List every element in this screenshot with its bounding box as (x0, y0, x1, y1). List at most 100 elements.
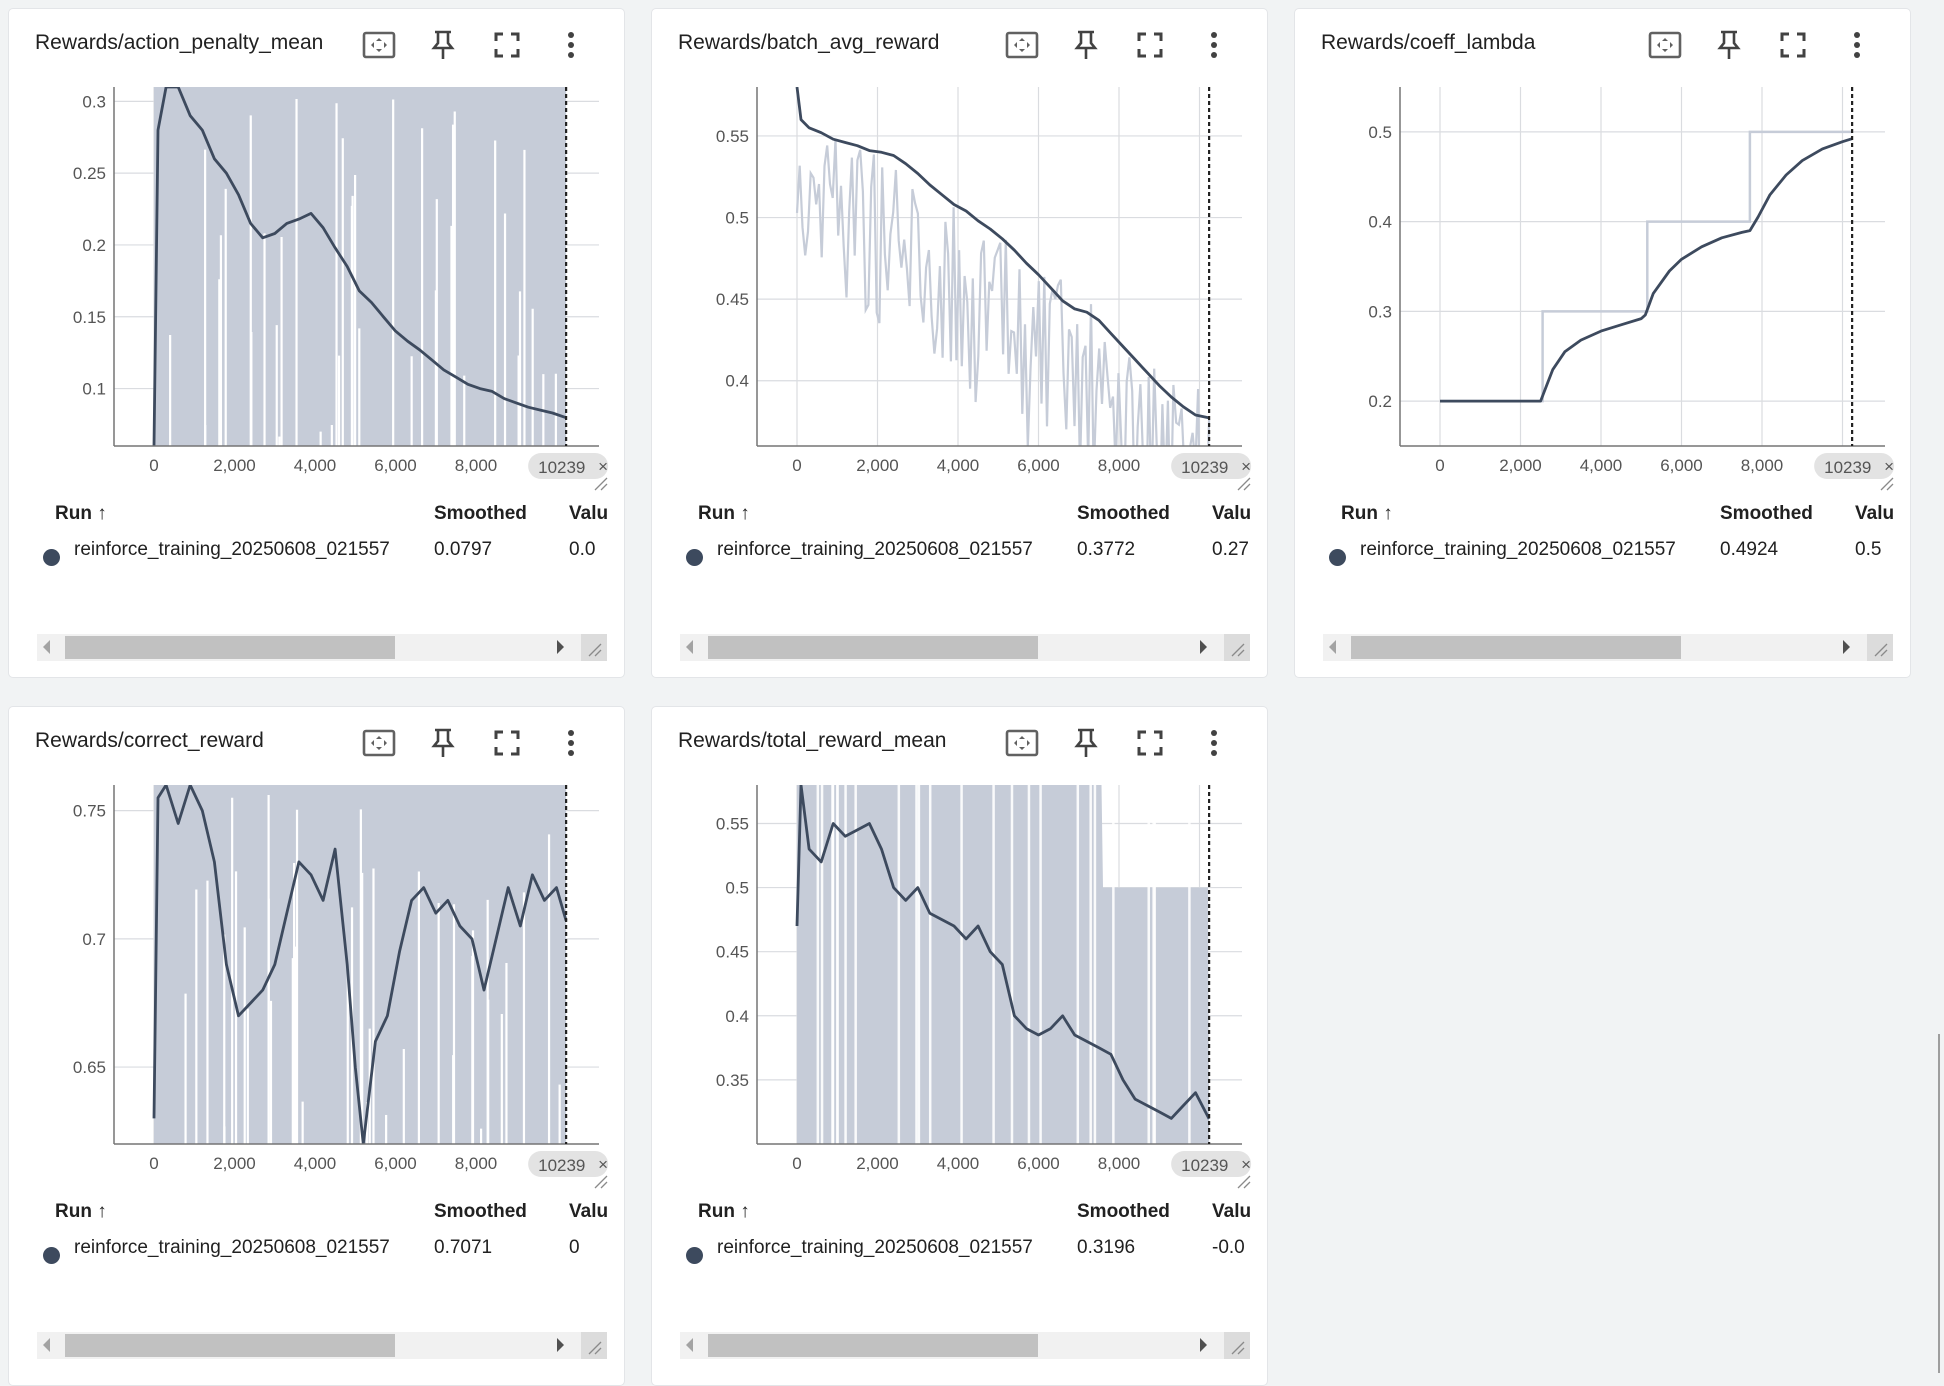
scrollbar-thumb[interactable] (1351, 636, 1681, 659)
close-icon: × (1241, 1155, 1251, 1174)
run-column-header[interactable]: Run ↑ (698, 503, 750, 525)
smoothed-column-header[interactable]: Smoothed (1720, 503, 1813, 524)
more-vert-button[interactable] (551, 25, 591, 65)
raw-series-line (1440, 130, 1853, 403)
fit-domain-button[interactable] (359, 723, 399, 763)
table-horizontal-scrollbar[interactable] (37, 1332, 607, 1359)
x-tick-label: 0 (149, 456, 158, 475)
more-vert-button[interactable] (1194, 723, 1234, 763)
more-vert-button[interactable] (1837, 25, 1877, 65)
fit-domain-button[interactable] (1645, 25, 1685, 65)
plot-area (1440, 130, 1853, 403)
raw-value: 0.0 (569, 539, 596, 560)
scrollbar-thumb[interactable] (65, 1334, 395, 1357)
scrollbar-thumb[interactable] (708, 1334, 1038, 1357)
run-header-label: Run (1341, 503, 1378, 524)
scroll-right-icon[interactable] (1200, 1338, 1207, 1352)
page-scrollbar[interactable] (1938, 1034, 1940, 1373)
close-icon: × (598, 1155, 608, 1174)
run-name: reinforce_training_20250608_021557 (1360, 539, 1676, 560)
table-horizontal-scrollbar[interactable] (1323, 634, 1893, 661)
fit-domain-button[interactable] (1002, 723, 1042, 763)
table-resize-corner[interactable] (581, 634, 607, 661)
smoothed-value: 0.3196 (1077, 1237, 1136, 1258)
scroll-left-icon[interactable] (1329, 640, 1336, 654)
plot-area (152, 785, 568, 1144)
value-column-header[interactable]: Value (1212, 503, 1250, 524)
fit-domain-button[interactable] (1002, 25, 1042, 65)
value-column-header[interactable]: Value (569, 503, 607, 524)
plot-area (152, 87, 567, 446)
close-icon: × (1241, 457, 1251, 476)
scroll-left-icon[interactable] (686, 1338, 693, 1352)
run-color-swatch[interactable] (43, 1247, 60, 1264)
smoothed-column-header[interactable]: Smoothed (434, 503, 527, 524)
value-column-header[interactable]: Value (569, 1201, 607, 1222)
run-column-header[interactable]: Run ↑ (1341, 503, 1393, 525)
scroll-left-icon[interactable] (43, 640, 50, 654)
scroll-left-icon[interactable] (686, 640, 693, 654)
table-resize-corner[interactable] (1224, 1332, 1250, 1359)
more-vert-icon (1852, 31, 1862, 59)
x-tick-label: 0 (1435, 456, 1444, 475)
run-name: reinforce_training_20250608_021557 (717, 539, 1033, 560)
scrollbar-thumb[interactable] (708, 636, 1038, 659)
value-column-header[interactable]: Value (1212, 1201, 1250, 1222)
resize-grip-icon (594, 1175, 608, 1189)
scrollbar-thumb[interactable] (65, 636, 395, 659)
card-title: Rewards/action_penalty_mean (35, 31, 324, 54)
run-color-swatch[interactable] (43, 549, 60, 566)
fit-domain-button[interactable] (359, 25, 399, 65)
y-tick-label: 0.4 (725, 372, 749, 391)
table-resize-corner[interactable] (1867, 634, 1893, 661)
value-column-header[interactable]: Value (1855, 503, 1893, 524)
table-horizontal-scrollbar[interactable] (680, 1332, 1250, 1359)
run-column-header[interactable]: Run ↑ (55, 503, 107, 525)
run-column-header[interactable]: Run ↑ (698, 1201, 750, 1223)
pin-icon (1072, 29, 1100, 61)
fullscreen-button[interactable] (1773, 25, 1813, 65)
fullscreen-icon (493, 729, 521, 757)
smoothed-value: 0.3772 (1077, 539, 1136, 560)
fullscreen-button[interactable] (1130, 723, 1170, 763)
value-cell-clip: 0 (569, 1237, 607, 1259)
scroll-right-icon[interactable] (1843, 640, 1850, 654)
more-vert-button[interactable] (551, 723, 591, 763)
sort-arrow-icon: ↑ (740, 1201, 750, 1222)
pin-button[interactable] (423, 723, 463, 763)
pin-button[interactable] (1066, 25, 1106, 65)
scroll-left-icon[interactable] (43, 1338, 50, 1352)
x-tick-label: 4,000 (937, 456, 980, 475)
smoothed-series-line (1440, 137, 1853, 403)
scroll-right-icon[interactable] (557, 1338, 564, 1352)
run-color-swatch[interactable] (686, 1247, 703, 1264)
smoothed-column-header[interactable]: Smoothed (1077, 1201, 1170, 1222)
scroll-right-icon[interactable] (557, 640, 564, 654)
smoothed-column-header[interactable]: Smoothed (1077, 503, 1170, 524)
pin-button[interactable] (423, 25, 463, 65)
smoothed-column-header[interactable]: Smoothed (434, 1201, 527, 1222)
x-tick-label: 8,000 (1098, 456, 1141, 475)
fullscreen-button[interactable] (487, 25, 527, 65)
table-horizontal-scrollbar[interactable] (680, 634, 1250, 661)
scroll-right-icon[interactable] (1200, 640, 1207, 654)
table-resize-corner[interactable] (1224, 634, 1250, 661)
raw-series-area (154, 87, 567, 446)
x-tick-label: 2,000 (213, 456, 256, 475)
run-color-swatch[interactable] (686, 549, 703, 566)
x-tick-label: 4,000 (294, 456, 337, 475)
table-horizontal-scrollbar[interactable] (37, 634, 607, 661)
run-color-swatch[interactable] (1329, 549, 1346, 566)
more-vert-button[interactable] (1194, 25, 1234, 65)
table-resize-corner[interactable] (581, 1332, 607, 1359)
y-tick-label: 0.5 (725, 879, 749, 898)
y-tick-label: 0.45 (716, 943, 749, 962)
y-tick-label: 0.4 (1368, 213, 1392, 232)
card-title: Rewards/correct_reward (35, 729, 264, 752)
pin-button[interactable] (1709, 25, 1749, 65)
fullscreen-button[interactable] (487, 723, 527, 763)
chart-svg: 0 2,000 4,000 6,000 8,000 0.65 0.7 0.75 10239 × (73, 785, 609, 1189)
run-column-header[interactable]: Run ↑ (55, 1201, 107, 1223)
fullscreen-button[interactable] (1130, 25, 1170, 65)
pin-button[interactable] (1066, 723, 1106, 763)
